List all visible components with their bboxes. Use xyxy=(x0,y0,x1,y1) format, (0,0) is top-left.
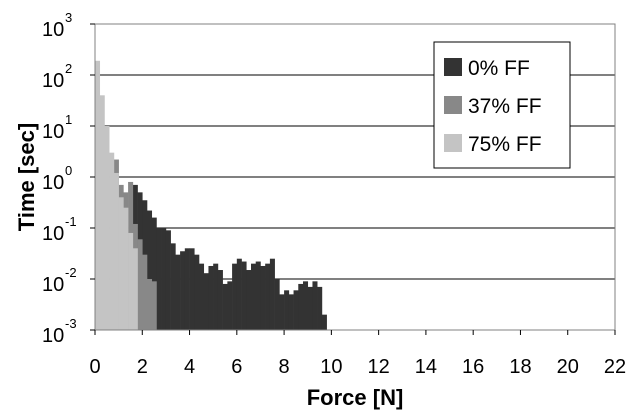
y-tick-exponent: 0 xyxy=(65,163,72,178)
bar xyxy=(232,263,238,330)
y-tick-label: 101 xyxy=(42,112,72,143)
bar xyxy=(151,217,157,330)
histogram-bars xyxy=(95,60,327,330)
bar xyxy=(113,172,119,330)
bar xyxy=(118,197,124,330)
bar xyxy=(175,254,181,330)
y-tick-exponent: -1 xyxy=(65,214,77,229)
bar xyxy=(317,286,323,330)
bar xyxy=(321,314,327,330)
y-tick-exponent: 2 xyxy=(65,61,72,76)
bar xyxy=(184,248,190,330)
bar xyxy=(274,279,280,330)
bar xyxy=(199,263,205,330)
y-tick-exponent: -3 xyxy=(65,316,77,331)
legend-swatch xyxy=(444,134,462,152)
y-tick-base: 10 xyxy=(42,121,64,143)
bar xyxy=(303,281,309,330)
bar xyxy=(236,258,242,330)
y-axis-title: Time [sec] xyxy=(14,123,39,231)
bar xyxy=(132,248,138,330)
y-tick-label: 10-1 xyxy=(42,214,77,245)
bar xyxy=(156,228,162,330)
y-tick-base: 10 xyxy=(42,223,64,245)
x-tick-label: 4 xyxy=(184,356,195,378)
bar xyxy=(128,232,134,330)
y-tick-label: 10-3 xyxy=(42,316,77,347)
bar xyxy=(151,281,157,330)
bar xyxy=(260,265,266,330)
bar xyxy=(288,294,294,330)
x-axis-ticks: 0 2 4 6 8 10 12 14 16 18 20 22 xyxy=(89,330,626,378)
bar xyxy=(279,294,285,330)
bar xyxy=(246,270,252,330)
bar xyxy=(269,258,275,330)
y-tick-label: 103 xyxy=(42,10,72,41)
bar xyxy=(99,95,105,330)
bar xyxy=(213,263,219,330)
bar xyxy=(251,263,257,330)
legend-label: 75% FF xyxy=(468,133,542,156)
x-tick-label: 20 xyxy=(557,356,579,378)
bar xyxy=(284,290,290,330)
bar xyxy=(123,207,129,330)
y-tick-label: 102 xyxy=(42,61,72,92)
bar xyxy=(189,248,195,330)
legend: 0% FF 37% FF 75% FF xyxy=(433,41,571,169)
legend-label: 37% FF xyxy=(468,95,542,118)
bar xyxy=(109,152,115,330)
x-tick-label: 16 xyxy=(462,356,484,378)
bar xyxy=(104,126,110,330)
bar xyxy=(203,273,209,330)
legend-label: 0% FF xyxy=(468,57,530,80)
bar xyxy=(307,286,313,330)
y-tick-base: 10 xyxy=(42,274,64,296)
y-tick-base: 10 xyxy=(42,172,64,194)
x-tick-label: 8 xyxy=(279,356,290,378)
bar xyxy=(142,254,148,330)
bar xyxy=(170,243,176,330)
legend-swatch xyxy=(444,96,462,114)
x-tick-label: 2 xyxy=(137,356,148,378)
y-tick-label: 100 xyxy=(42,163,72,194)
y-tick-exponent: 1 xyxy=(65,112,72,127)
x-tick-label: 6 xyxy=(231,356,242,378)
bar xyxy=(227,281,233,330)
x-tick-label: 10 xyxy=(320,356,342,378)
bar xyxy=(147,210,153,330)
x-axis-title: Force [N] xyxy=(307,385,404,410)
bar xyxy=(217,270,223,330)
x-tick-label: 12 xyxy=(368,356,390,378)
y-tick-base: 10 xyxy=(42,19,64,41)
y-tick-base: 10 xyxy=(42,325,64,347)
bar xyxy=(147,279,153,330)
x-tick-label: 0 xyxy=(89,356,100,378)
legend-swatch xyxy=(444,58,462,76)
bar xyxy=(293,290,299,330)
y-tick-exponent: -2 xyxy=(65,265,77,280)
bar xyxy=(312,281,318,330)
bar xyxy=(208,265,214,330)
bar xyxy=(265,263,271,330)
x-tick-label: 14 xyxy=(415,356,437,378)
x-tick-label: 18 xyxy=(509,356,531,378)
x-tick-label: 22 xyxy=(604,356,626,378)
y-tick-base: 10 xyxy=(42,70,64,92)
bar xyxy=(95,60,101,330)
y-tick-label: 10-2 xyxy=(42,265,77,296)
bar xyxy=(194,254,200,330)
bar xyxy=(241,261,247,330)
bar xyxy=(180,251,186,330)
bar xyxy=(255,261,261,330)
bar xyxy=(298,283,304,330)
bar xyxy=(165,230,171,330)
bar xyxy=(222,283,228,330)
bar xyxy=(161,228,167,330)
y-tick-exponent: 3 xyxy=(65,10,72,25)
bar xyxy=(137,239,143,330)
